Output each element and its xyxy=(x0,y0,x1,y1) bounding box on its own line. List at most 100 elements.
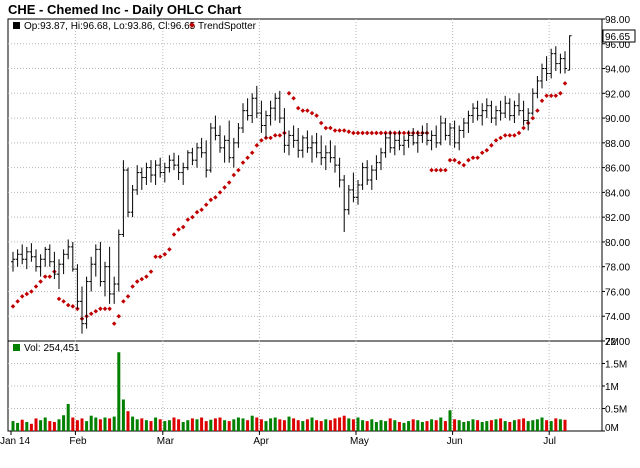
ohlc-bar xyxy=(411,127,416,146)
ohlc-bar xyxy=(181,162,186,185)
volume-tick-label: 0.5M xyxy=(605,405,627,416)
volume-bar xyxy=(457,420,461,431)
volume-bar xyxy=(324,419,328,431)
ohlc-bar xyxy=(185,150,190,171)
ohlc-bar xyxy=(162,162,167,183)
volume-bar xyxy=(347,418,351,431)
trendspotter-point xyxy=(268,135,273,141)
grid-lines xyxy=(8,19,602,431)
ohlc-bar xyxy=(323,145,328,171)
ohlc-bar xyxy=(84,276,89,329)
ohlc-bar xyxy=(300,135,305,158)
ohlc-bar xyxy=(549,48,554,79)
trendspotter-point xyxy=(429,167,434,173)
volume-bar xyxy=(328,420,332,431)
volume-bar xyxy=(466,421,470,431)
volume-bar xyxy=(108,418,112,431)
ohlc-bar xyxy=(24,246,29,270)
price-tick-label: 76.00 xyxy=(605,287,630,298)
ohlc-bar xyxy=(415,130,420,153)
price-panel xyxy=(7,18,603,342)
volume-bar xyxy=(319,421,323,431)
volume-bar xyxy=(416,420,420,431)
volume-bar xyxy=(94,417,98,431)
volume-bar xyxy=(273,417,277,431)
ohlc-bar xyxy=(512,100,517,124)
volume-bar xyxy=(167,420,171,431)
trendspotter-point xyxy=(116,313,122,319)
ohlc-bar xyxy=(471,103,475,124)
volume-bar xyxy=(443,421,447,431)
ohlc-bar xyxy=(434,125,439,148)
trendspotter-legend-label: TrendSpotter xyxy=(198,21,257,32)
trendspotter-point xyxy=(277,133,283,138)
ohlc-bar xyxy=(540,63,544,89)
volume-bar xyxy=(439,417,443,431)
volume-bar xyxy=(558,419,562,431)
price-tick-label: 98.00 xyxy=(605,15,630,26)
ohlc-bar xyxy=(383,132,388,158)
ohlc-bar xyxy=(277,90,282,124)
ohlc-bar xyxy=(15,249,20,267)
volume-bar xyxy=(140,418,144,431)
volume-legend-swatch xyxy=(13,344,20,351)
volume-bar xyxy=(540,417,544,431)
volume-bar xyxy=(397,422,401,431)
month-label: Apr xyxy=(253,436,269,447)
trendspotter-point xyxy=(507,133,513,138)
ohlc-bar xyxy=(443,118,448,141)
volume-bar xyxy=(117,352,121,431)
trendspotter-point xyxy=(19,294,25,299)
ohlc-bar xyxy=(282,108,287,153)
trendspotter-point xyxy=(498,135,503,141)
volume-bar xyxy=(89,415,93,431)
ohlc-bar xyxy=(346,184,351,215)
trendspotter-point xyxy=(75,306,80,312)
volume-bar xyxy=(181,422,185,431)
volume-bar xyxy=(365,421,369,431)
volume-bar xyxy=(393,420,397,431)
volume-bar xyxy=(425,421,429,431)
volume-bar xyxy=(351,419,355,431)
volume-bar xyxy=(374,422,378,431)
month-label: Jul xyxy=(543,436,556,447)
volume-bar xyxy=(209,419,213,431)
volume-bar xyxy=(172,417,176,431)
trendspotter-point xyxy=(433,167,439,173)
volume-bar xyxy=(43,417,47,431)
ohlc-bar xyxy=(342,175,347,233)
volume-bar xyxy=(522,418,526,431)
ohlc-bar xyxy=(503,95,508,119)
ohlc-bar xyxy=(153,160,158,185)
ohlc-bar xyxy=(388,130,393,153)
volume-bar xyxy=(250,415,254,431)
volume-bar xyxy=(453,419,457,431)
volume-tick-label: 0M xyxy=(605,423,619,434)
trendspotter-point xyxy=(98,306,103,312)
ohlc-bar xyxy=(526,108,531,131)
volume-bar xyxy=(388,418,392,431)
volume-bar xyxy=(471,419,475,431)
ohlc-bar xyxy=(116,229,121,292)
volume-bar xyxy=(310,417,314,431)
ohlc-bar xyxy=(328,140,333,163)
ohlc-bar xyxy=(530,88,535,116)
ohlc-bar xyxy=(484,98,489,119)
ohlc-bar xyxy=(264,110,268,138)
month-label: Jun xyxy=(447,436,463,447)
trendspotter-point xyxy=(438,167,444,173)
volume-bar xyxy=(241,418,245,431)
ohlc-bar xyxy=(222,135,227,163)
ohlc-bar xyxy=(356,180,360,205)
ohlc-bar xyxy=(213,115,218,141)
volume-bar xyxy=(476,420,480,431)
volume-bar xyxy=(126,411,130,431)
volume-bar xyxy=(489,420,493,431)
volume-bar xyxy=(25,422,29,431)
volume-bar xyxy=(384,421,388,431)
volume-bar xyxy=(149,421,153,431)
ohlc-bar xyxy=(563,51,567,74)
volume-bar xyxy=(494,419,498,431)
volume-bar xyxy=(218,417,222,431)
